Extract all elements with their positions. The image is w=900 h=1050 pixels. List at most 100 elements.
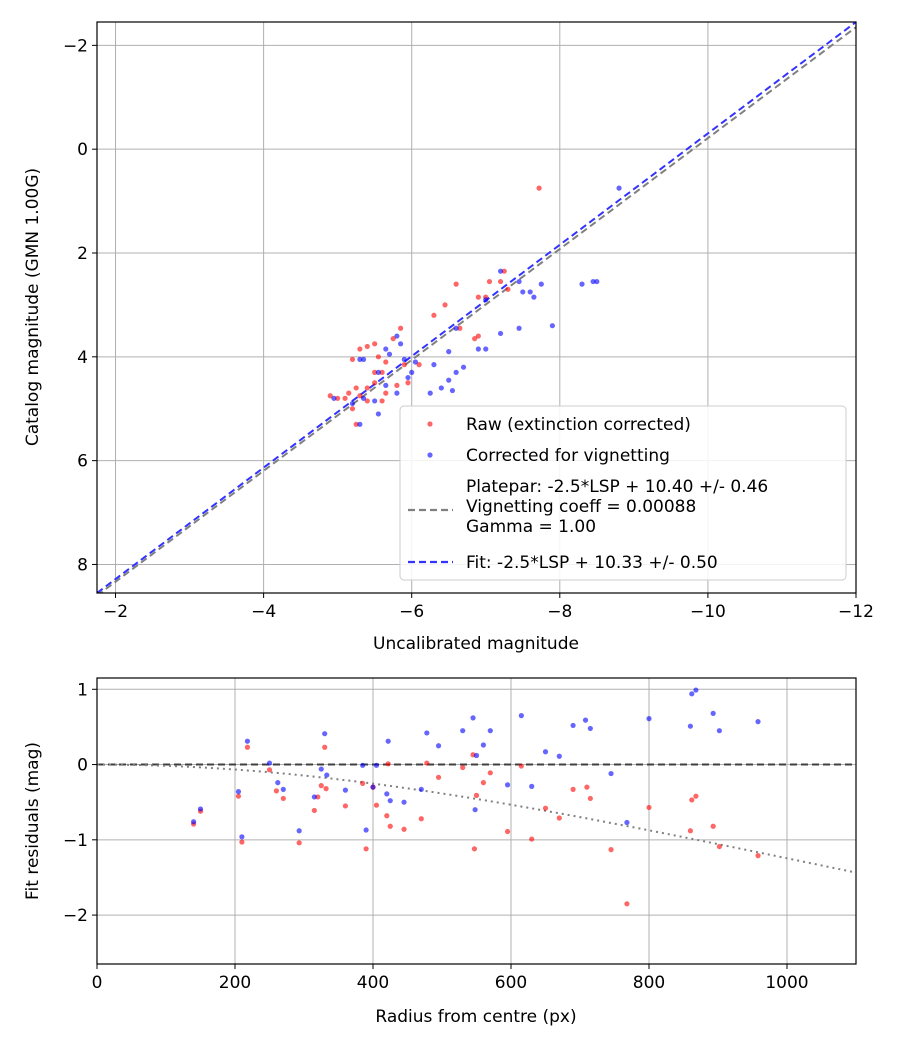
bottom-series-0-point: [608, 847, 614, 853]
top-series-1-point: [427, 390, 433, 396]
bottom-series-1-point: [687, 723, 694, 729]
bottom-series-1-point: [275, 780, 281, 786]
top-series-1-point: [520, 289, 526, 295]
bottom-series-1-point: [322, 731, 328, 737]
bottom-series-0-point: [689, 797, 695, 803]
bottom-series-0-point: [273, 788, 279, 794]
top-chart: −2 −4 −6 −8 −10 −12 −2 0 2 4 6 8 Uncalibrated magn…: [23, 21, 874, 654]
bottom-series-0-point: [418, 816, 424, 822]
bottom-series-1-point: [424, 730, 430, 736]
bottom-series-0-point: [266, 767, 273, 773]
bottom-series-0-point: [480, 780, 486, 786]
bottom-series-0-point: [244, 744, 251, 750]
top-series-1-point: [616, 185, 622, 191]
top-series-0-point: [416, 362, 422, 368]
bottom-series-1-point: [384, 791, 390, 797]
top-series-1-point: [460, 364, 467, 370]
top-series-0-point: [472, 336, 478, 342]
top-series-0-point: [442, 302, 448, 308]
bottom-chart-lines: [97, 763, 856, 874]
bottom-series-1-point: [689, 691, 695, 697]
top-series-0-point: [364, 343, 370, 350]
bottom-xtick-label: 200: [219, 973, 251, 993]
top-series-0-point: [497, 278, 504, 285]
bottom-series-0-point: [322, 744, 328, 750]
bottom-ytick-label: 0: [77, 756, 88, 776]
top-series-0-point: [353, 421, 359, 427]
bottom-series-1-point: [608, 770, 614, 777]
top-series-0-point: [390, 336, 396, 342]
bottom-series-1-point: [239, 834, 245, 840]
bottom-series-1-point: [460, 728, 466, 734]
bottom-series-1-point: [244, 738, 251, 744]
top-series-1-point: [349, 400, 356, 407]
bottom-series-1-point: [587, 725, 593, 732]
legend-platepar-line-0: Platepar: -2.5*LSP + 10.40 +/- 0.46: [466, 477, 768, 497]
bottom-series-1-point: [624, 819, 630, 826]
top-series-0-point: [364, 398, 370, 404]
top-ytick-label: 0: [77, 140, 88, 160]
top-series-0-point: [453, 281, 459, 287]
bottom-series-1-point: [342, 787, 348, 793]
bottom-series-0-point: [693, 793, 699, 799]
top-xtick-label: −8: [547, 602, 572, 622]
top-series-1-point: [375, 411, 381, 417]
top-series-0-point: [536, 185, 542, 191]
bottom-series-0-point: [311, 807, 317, 814]
bottom-series-1-point: [235, 789, 242, 795]
top-ytick-label: 6: [77, 452, 88, 472]
top-series-1-point: [538, 281, 544, 287]
bottom-series-0-point: [687, 828, 694, 834]
bottom-series-1-point: [360, 762, 366, 768]
bottom-series-1-point: [385, 738, 391, 744]
bottom-series-1-point: [370, 784, 376, 790]
bottom-series-1-point: [311, 794, 317, 800]
bottom-series-1-point: [582, 717, 589, 723]
top-series-1-point: [394, 390, 400, 396]
bottom-series-0-point: [235, 793, 242, 799]
top-series-1-point: [360, 356, 367, 363]
bottom-series-1-point: [487, 728, 493, 734]
top-series-0-point: [379, 398, 385, 404]
top-series-0-point: [327, 393, 333, 399]
bottom-series-0-point: [570, 786, 576, 792]
top-series-1-point: [360, 395, 367, 401]
top-series-0-point: [342, 395, 348, 401]
top-series-1-point: [446, 377, 452, 383]
top-series-1-point: [357, 356, 363, 363]
bottom-series-0-point: [556, 815, 562, 821]
top-series-1-point: [453, 369, 459, 375]
top-series-0-point: [335, 395, 341, 401]
top-series-0-point: [394, 382, 400, 388]
top-series-0-point: [372, 380, 378, 386]
top-series-0-point: [475, 333, 481, 339]
bottom-series-1-point: [197, 806, 204, 812]
top-series-1-point: [475, 346, 481, 352]
top-series-2-line: [98, 26, 856, 593]
top-series-0-point: [379, 369, 385, 375]
top-ytick-label: 8: [77, 555, 88, 575]
bottom-series-1-point: [363, 827, 369, 833]
bottom-series-0-point: [342, 803, 348, 809]
bottom-xtick-label: 600: [495, 973, 527, 993]
top-ytick-label: −2: [63, 36, 88, 56]
legend-platepar-line-1: Vignetting coeff = 0.00088: [466, 497, 696, 517]
bottom-series-1-point: [504, 782, 511, 788]
top-series-1-point: [375, 369, 381, 375]
top-series-1-point: [401, 356, 407, 363]
bottom-chart-xlabel: Radius from centre (px): [375, 1007, 576, 1027]
bottom-series-0-point: [504, 828, 511, 835]
top-ytick-label: 4: [77, 348, 88, 368]
bottom-xtick-label: 400: [357, 973, 389, 993]
top-xtick-label: −12: [838, 602, 874, 622]
legend-corrected-label: Corrected for vignetting: [466, 446, 670, 466]
top-series-0-point: [357, 346, 363, 352]
legend-platepar-label: Platepar: -2.5*LSP + 10.40 +/- 0.46 Vigne…: [466, 477, 768, 537]
bottom-series-1-point: [318, 766, 324, 772]
top-series-1-point: [331, 395, 337, 401]
bottom-series-1-point: [480, 742, 486, 748]
bottom-series-0-point: [239, 839, 245, 845]
bottom-series-1-point: [716, 728, 722, 734]
top-series-1-point: [372, 398, 378, 404]
